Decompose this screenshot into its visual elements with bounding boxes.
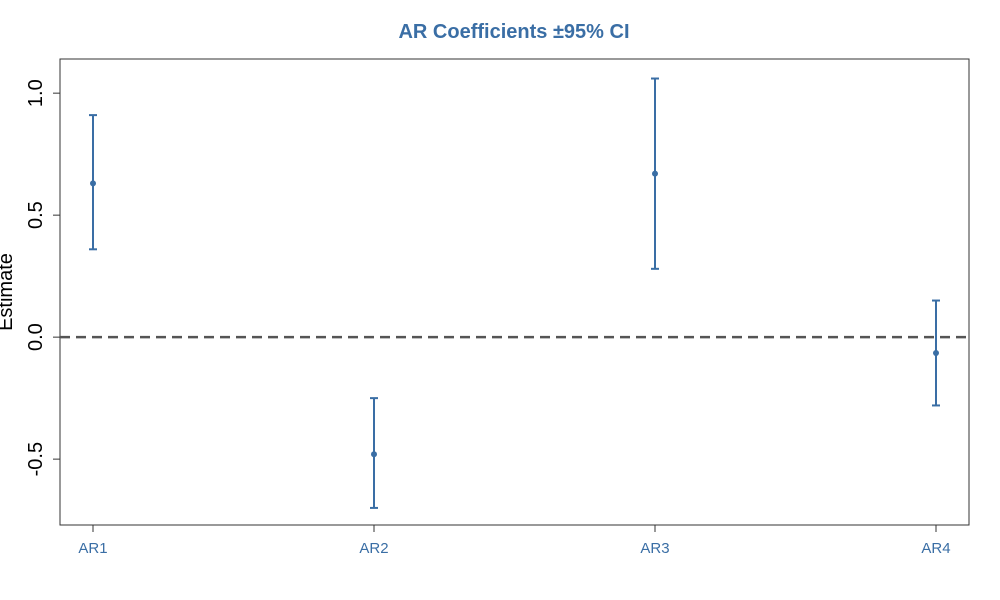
estimate-point — [90, 180, 96, 187]
plot-frame — [59, 58, 970, 526]
x-tick-label: AR2 — [359, 540, 388, 557]
estimate-point — [652, 170, 658, 177]
errorbar-ar3 — [651, 77, 659, 270]
y-axis-label: Estimate — [0, 253, 17, 331]
y-tick-label: -0.5 — [25, 442, 47, 476]
y-axis: -0.5 0.0 0.5 1.0 — [25, 79, 60, 476]
x-tick-label: AR4 — [921, 540, 950, 557]
y-tick-label: 0.0 — [25, 323, 47, 351]
x-tick-label: AR1 — [78, 540, 107, 557]
error-bars — [89, 77, 940, 509]
errorbar-ar4 — [932, 299, 940, 407]
estimate-point — [933, 349, 939, 356]
y-tick-label: 1.0 — [25, 79, 47, 107]
y-tick-label: 0.5 — [25, 201, 47, 229]
chart-title: AR Coefficients ±95% CI — [398, 21, 629, 43]
x-tick-label: AR3 — [640, 540, 669, 557]
estimate-point — [371, 451, 377, 458]
x-axis: AR1 AR2 AR3 AR4 — [78, 525, 951, 557]
errorbar-ar1 — [89, 114, 97, 251]
errorbar-ar2 — [370, 397, 378, 509]
